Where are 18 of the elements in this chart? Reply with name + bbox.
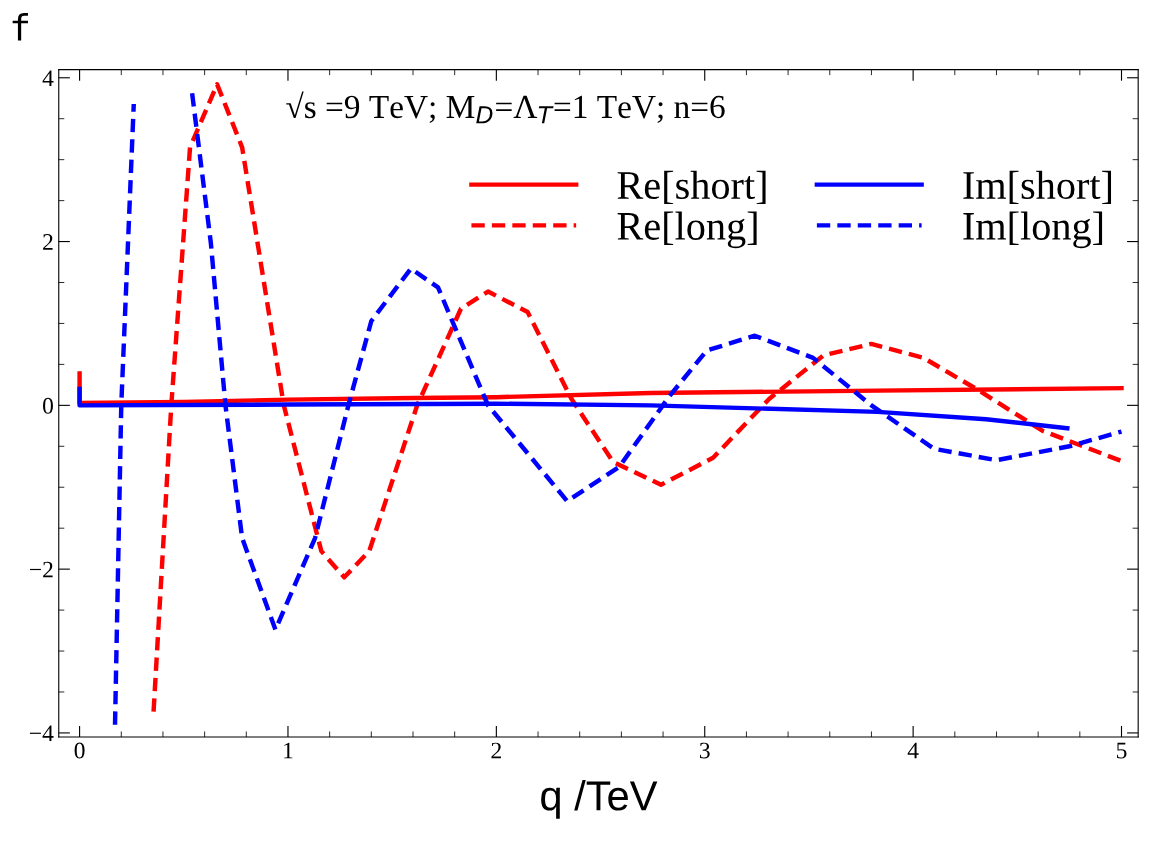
y-tick-label: −2: [29, 561, 53, 578]
chart-title: f: [12, 13, 28, 41]
legend-label: Im[long]: [963, 211, 1103, 249]
x-tick-label: 0: [74, 742, 85, 759]
annotation: √s =9 TeV; M$_{D}$=Λ$_{T}$=1 TeV; n=6: [286, 91, 725, 124]
y-tick-label: −4: [29, 725, 54, 742]
x-tick-label: 5: [1116, 742, 1127, 759]
x-tick-label: 4: [907, 742, 919, 759]
y-tick-label: 0: [42, 397, 53, 414]
x-tick-label: 3: [699, 742, 710, 759]
x-axis-title: q /TeV: [541, 779, 658, 819]
x-tick-label: 1: [284, 742, 293, 759]
legend-label: Re[short]: [617, 170, 766, 205]
legend-label: Re[long]: [617, 211, 757, 249]
legend-label: Im[short]: [963, 170, 1112, 205]
y-tick-label: 2: [43, 234, 53, 250]
y-tick-label: 4: [42, 70, 54, 86]
x-tick-label: 2: [491, 742, 501, 759]
